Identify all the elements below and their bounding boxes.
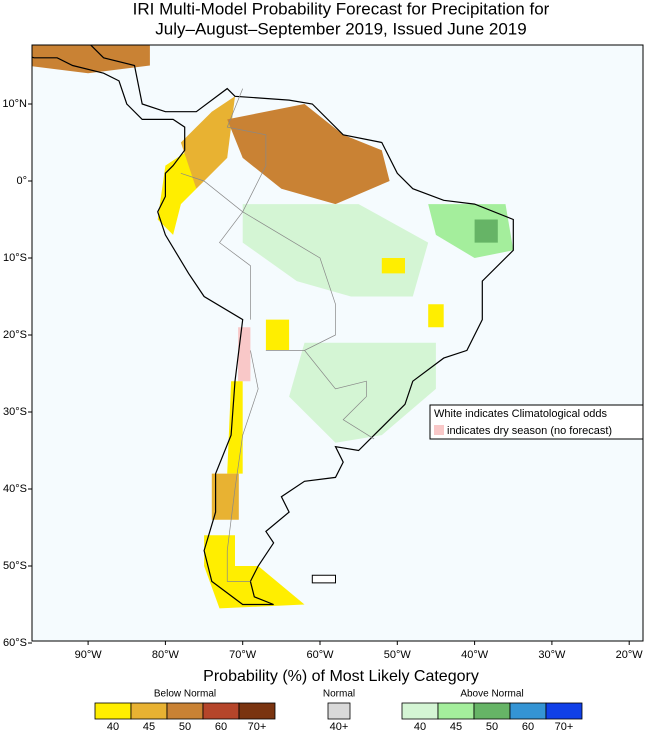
country-border — [242, 211, 375, 440]
forecast-region — [238, 327, 251, 382]
dry-season-swatch — [434, 425, 444, 435]
note-climatological: White indicates Climatological odds — [434, 408, 608, 420]
country-border — [226, 350, 259, 582]
map-frame — [31, 44, 644, 642]
legend-swatch — [401, 702, 439, 720]
forecast-region — [204, 535, 235, 566]
lat-label: 10°N — [2, 98, 27, 110]
note-dry-season: indicates dry season (no forecast) — [447, 425, 612, 437]
legend-group-name: Above Normal — [460, 689, 523, 700]
legend-swatch — [473, 702, 511, 720]
forecast-region — [428, 204, 514, 258]
legend-item-label: 40 — [107, 721, 119, 732]
note-frame — [429, 404, 644, 440]
legend-swatch — [437, 702, 475, 720]
falkland-islands — [311, 574, 336, 584]
lon-label: 50°W — [384, 649, 412, 661]
lon-label: 60°W — [306, 649, 334, 661]
legend-item-label: 40+ — [330, 721, 349, 732]
forecast-region — [227, 381, 243, 474]
lat-label: 30°S — [3, 406, 27, 418]
lat-label: 10°S — [3, 252, 27, 264]
legend-swatch — [238, 702, 276, 720]
legend-group-name: Below Normal — [154, 689, 216, 700]
country-border — [226, 88, 267, 212]
legend-swatch — [327, 702, 351, 720]
forecast-region — [227, 104, 390, 205]
lon-label: 30°W — [538, 649, 566, 661]
legend-title: Probability (%) of Most Likely Category — [203, 668, 479, 685]
legend-swatch — [545, 702, 583, 720]
forecast-region — [211, 473, 239, 520]
lat-label: 60°S — [3, 637, 27, 649]
forecast-region — [474, 219, 498, 243]
forecast-region — [428, 304, 444, 328]
note-box: White indicates Climatological odds indi… — [429, 404, 644, 440]
lon-label: 40°W — [461, 649, 489, 661]
legend-item-label: 45 — [450, 721, 462, 732]
lat-label: 20°S — [3, 329, 27, 341]
title-line-2: July–August–September 2019, Issued June … — [155, 19, 526, 38]
legend-item-label: 40 — [414, 721, 426, 732]
forecast-region — [180, 96, 235, 189]
legend-swatch — [509, 702, 547, 720]
coastline — [32, 45, 514, 606]
lon-label: 70°W — [229, 649, 257, 661]
country-border — [180, 172, 251, 320]
legend-item-label: 70+ — [555, 721, 574, 732]
title-line-1: IRI Multi-Model Probability Forecast for… — [133, 0, 550, 18]
legend-item-label: 50 — [486, 721, 498, 732]
legend-item-label: 60 — [522, 721, 534, 732]
legend-item-label: 60 — [215, 721, 227, 732]
legend-swatch — [130, 702, 168, 720]
forecast-region — [204, 566, 305, 609]
legend-item-label: 50 — [179, 721, 191, 732]
legend-item-label: 70+ — [248, 721, 267, 732]
legend-group-name: Normal — [323, 689, 355, 700]
lat-label: 50°S — [3, 560, 27, 572]
forecast-region — [32, 45, 150, 74]
legend-item-label: 45 — [143, 721, 155, 732]
legend-swatch — [166, 702, 204, 720]
forecast-region — [289, 342, 436, 443]
legend-swatch — [94, 702, 132, 720]
lon-label: 80°W — [152, 649, 180, 661]
legend-swatch — [202, 702, 240, 720]
lat-label: 40°S — [3, 483, 27, 495]
map-layer — [32, 45, 514, 609]
lon-label: 20°W — [616, 649, 644, 661]
forecast-region — [265, 319, 290, 351]
lat-label: 0° — [16, 175, 27, 187]
forecast-region — [381, 258, 405, 274]
lon-label: 90°W — [75, 649, 103, 661]
